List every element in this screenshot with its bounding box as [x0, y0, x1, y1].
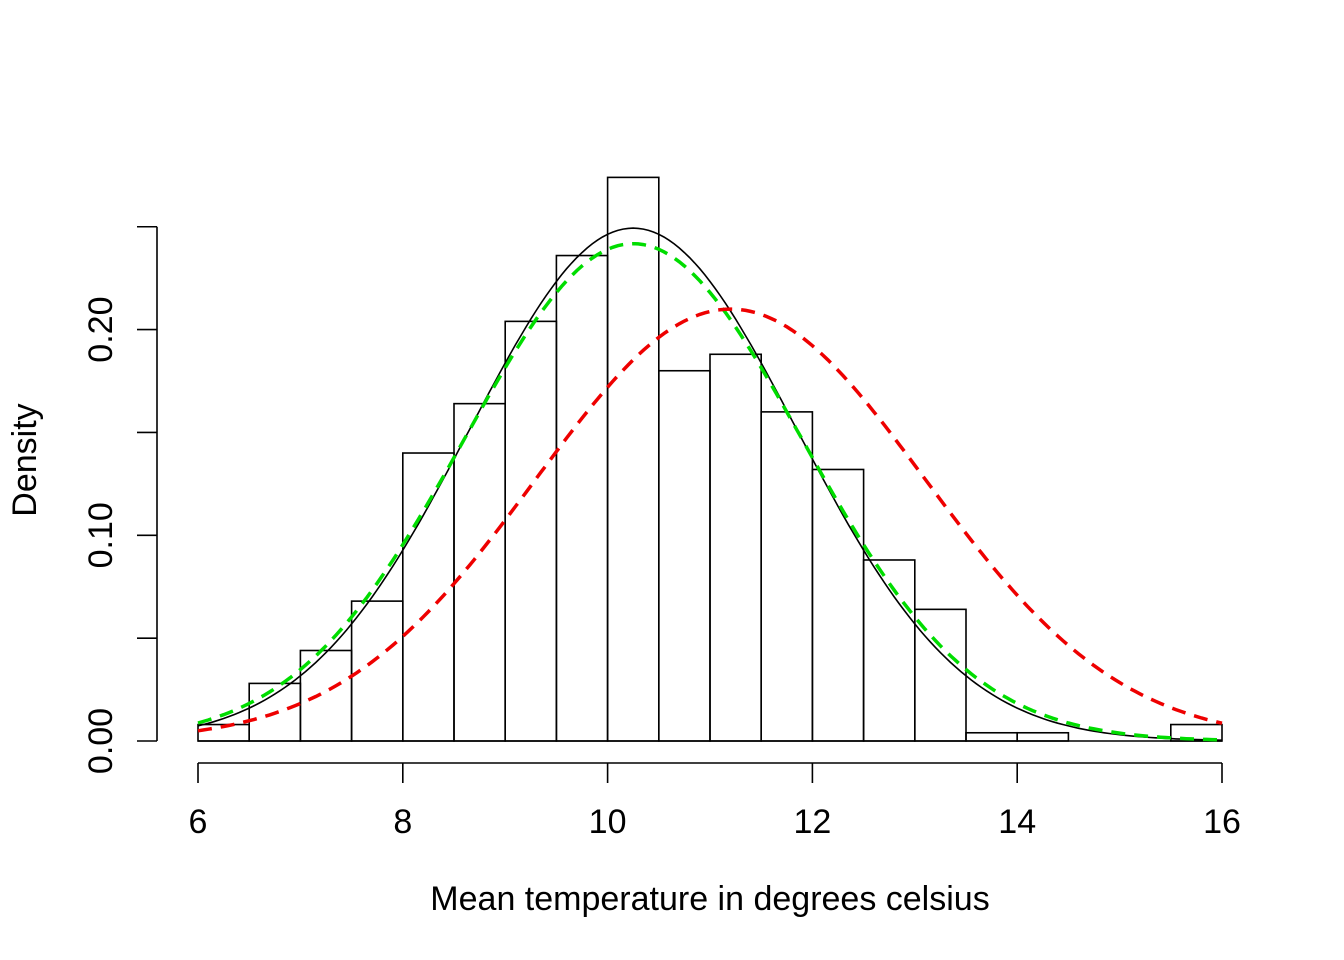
y-tick-label: 0.10 — [82, 502, 120, 568]
x-axis-label: Mean temperature in degrees celsius — [430, 880, 989, 918]
histogram-bar — [453, 402, 507, 742]
histogram-bar — [913, 608, 967, 742]
density-curves — [197, 227, 1223, 742]
density-curve-dashed — [197, 241, 1223, 742]
x-tick-label: 6 — [189, 803, 208, 841]
histogram-bar — [965, 731, 1019, 742]
x-tick-label: 12 — [793, 803, 831, 841]
histogram-bars — [197, 176, 1223, 742]
x-tick-label: 16 — [1203, 803, 1241, 841]
x-tick-label: 14 — [998, 803, 1036, 841]
histogram-bar — [555, 254, 609, 742]
density-curve-dashed — [197, 307, 1223, 733]
histogram-bar — [606, 176, 660, 742]
histogram-bar — [811, 468, 865, 742]
x-tick-label: 8 — [393, 803, 412, 841]
histogram-bar — [401, 452, 455, 742]
histogram-bar — [1016, 731, 1070, 742]
histogram-bar — [657, 369, 711, 742]
density-curve-solid — [197, 227, 1223, 741]
y-axis-label: Density — [6, 403, 44, 516]
histogram-bar — [760, 411, 814, 742]
y-axis: 0.00 0.10 0.20 — [82, 225, 158, 774]
x-axis: 6 8 10 12 14 16 — [189, 762, 1241, 841]
y-tick-label: 0.00 — [82, 708, 120, 774]
x-tick-label: 10 — [589, 803, 627, 841]
histogram-bar — [504, 320, 558, 742]
y-tick-label: 0.20 — [82, 297, 120, 363]
histogram-bar — [862, 559, 916, 742]
histogram-bar — [709, 353, 763, 742]
